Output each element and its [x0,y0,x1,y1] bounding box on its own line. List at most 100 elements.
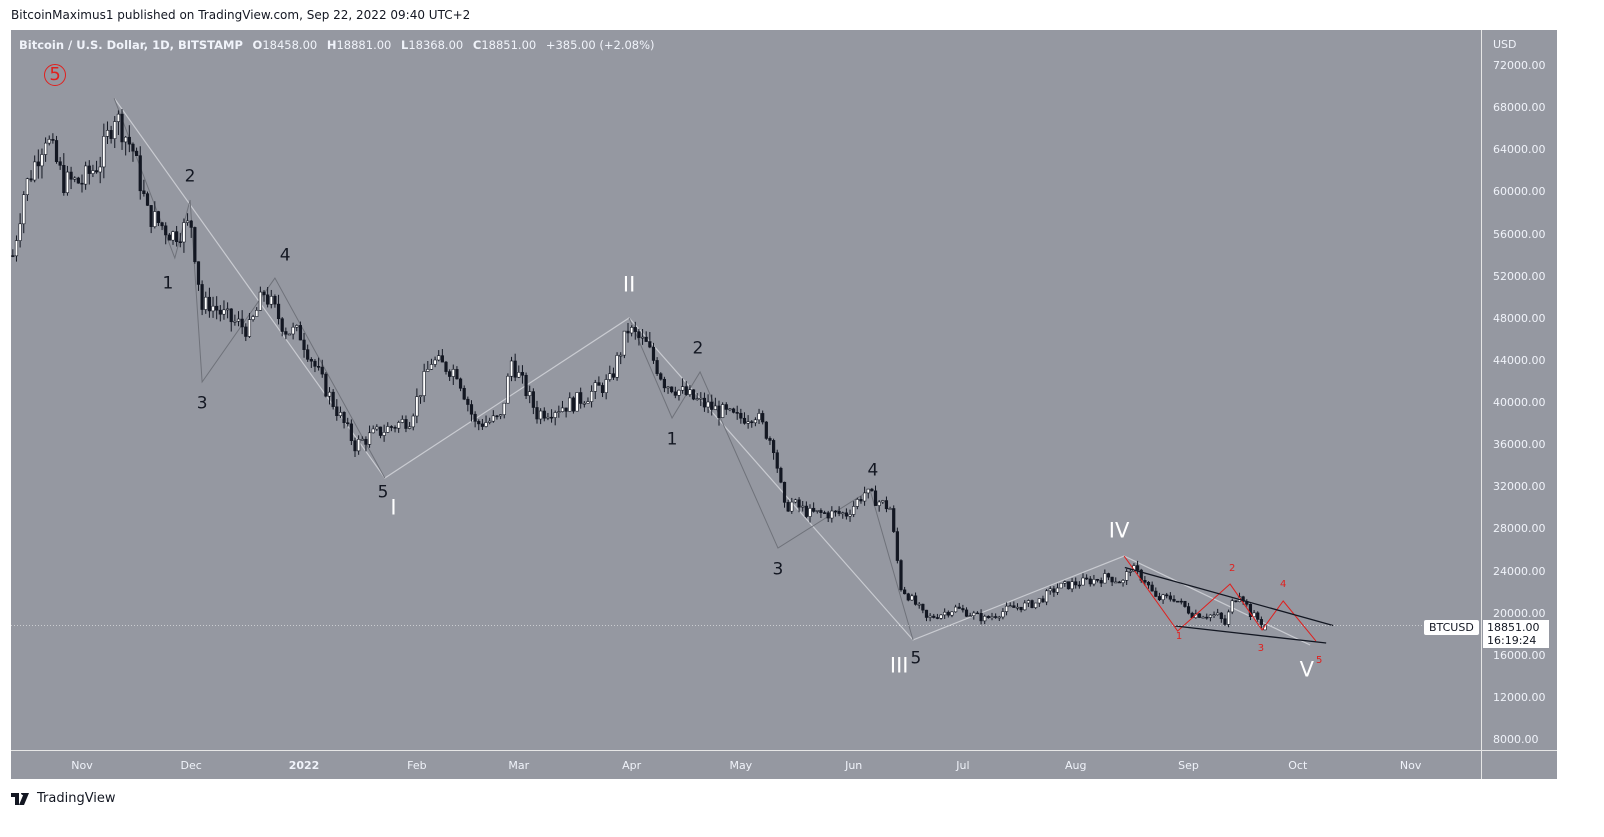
candle-body [498,414,503,417]
candle-body [906,593,910,601]
candle-body [466,398,470,405]
candle-body [899,560,903,591]
candle-body [1230,600,1234,613]
candle-body [724,404,728,410]
candle-body [655,360,659,374]
candle-body [924,609,929,618]
candle-body [994,616,998,618]
wave-label: 5 [910,648,922,669]
candle-body [506,375,510,404]
candle-body [597,382,601,386]
candle-body [771,440,776,453]
candle-body [411,415,415,428]
price-plot[interactable] [11,30,1481,750]
candle-body [571,397,575,412]
candle-body [269,295,273,305]
time-tick-label: Mar [508,759,530,772]
candle-body [1052,588,1056,593]
candle-body [444,361,448,372]
candle-body [662,378,666,389]
candle-body [448,371,452,377]
candle-body [917,603,921,606]
candle-body [1114,581,1118,584]
candle-body [826,512,830,519]
candle-body [957,606,961,609]
candle-body [557,411,561,413]
candle-body [1252,612,1256,618]
candle-body [1227,611,1231,625]
candle-body [990,616,994,619]
candle-body [932,615,936,618]
candle-body [342,412,346,424]
candle-body [222,309,226,315]
candle-body [975,612,980,615]
candle-body [233,320,237,323]
candle-body [1092,579,1096,585]
candle-body [764,421,768,439]
candle-body [98,166,102,173]
low-value: 18368.00 [408,38,464,52]
wave-label: I [390,495,397,520]
candle-body [364,438,368,445]
candle-body [418,395,423,397]
candle-body [1008,605,1012,608]
wave-label: 4 [279,245,291,266]
candle-body [1055,587,1060,593]
candle-body [812,507,816,512]
candle-body [939,614,943,619]
candle-body [451,369,455,377]
candle-body [626,330,630,334]
candle-body [422,371,426,396]
candle-body [1146,581,1151,586]
candle-body [983,615,987,622]
candle-body [69,171,73,180]
candle-body [739,412,743,419]
candle-body [1074,581,1078,586]
candle-body [1023,602,1027,611]
candle-body [706,401,710,408]
candle-body [793,499,798,503]
candle-body [735,412,739,414]
candle-body [731,408,736,413]
candle-body [531,391,535,408]
candle-body [935,617,939,619]
time-tick-label: Feb [407,759,427,772]
candle-body [713,405,717,410]
candle-body [488,420,492,423]
candle-body [120,113,124,143]
candle-body [84,165,88,185]
price-tick-label: 20000.00 [1493,606,1546,620]
candle-body [699,397,703,400]
price-tick-label: 56000.00 [1493,227,1546,241]
candle-body [844,512,848,517]
candle-body [677,389,681,396]
candle-body [196,261,201,285]
candle-body [637,331,641,338]
candle-body [1063,581,1067,584]
candle-body [640,336,645,339]
candle-body [255,310,259,317]
candle-body [1041,598,1045,603]
candle-body [400,419,404,423]
candle-body [913,595,918,605]
candle-body [437,355,441,361]
candle-body [695,398,699,400]
candle-body [1201,616,1205,619]
candle-body [884,500,889,510]
candle-body [702,397,707,408]
candle-body [455,369,459,380]
candle-body [149,205,153,227]
candle-body [986,615,990,619]
wave-label: 3 [1257,643,1265,655]
candle-body [1012,605,1016,608]
time-tick-label: Nov [71,759,93,772]
change-value: +385.00 (+2.08%) [545,38,655,52]
chart-pane[interactable]: 5 2 1 4 3 5 I II 2 1 4 3 5 III IV V 2 4 1 3 5 Bitcoin / U.S.… [11,30,1557,779]
candle-body [91,170,95,174]
candle-body [346,422,350,425]
candle-body [757,413,761,421]
tradingview-logo[interactable]: TradingView [11,791,116,806]
candle-body [47,139,51,144]
candle-body [178,241,182,244]
candle-body [651,346,656,361]
